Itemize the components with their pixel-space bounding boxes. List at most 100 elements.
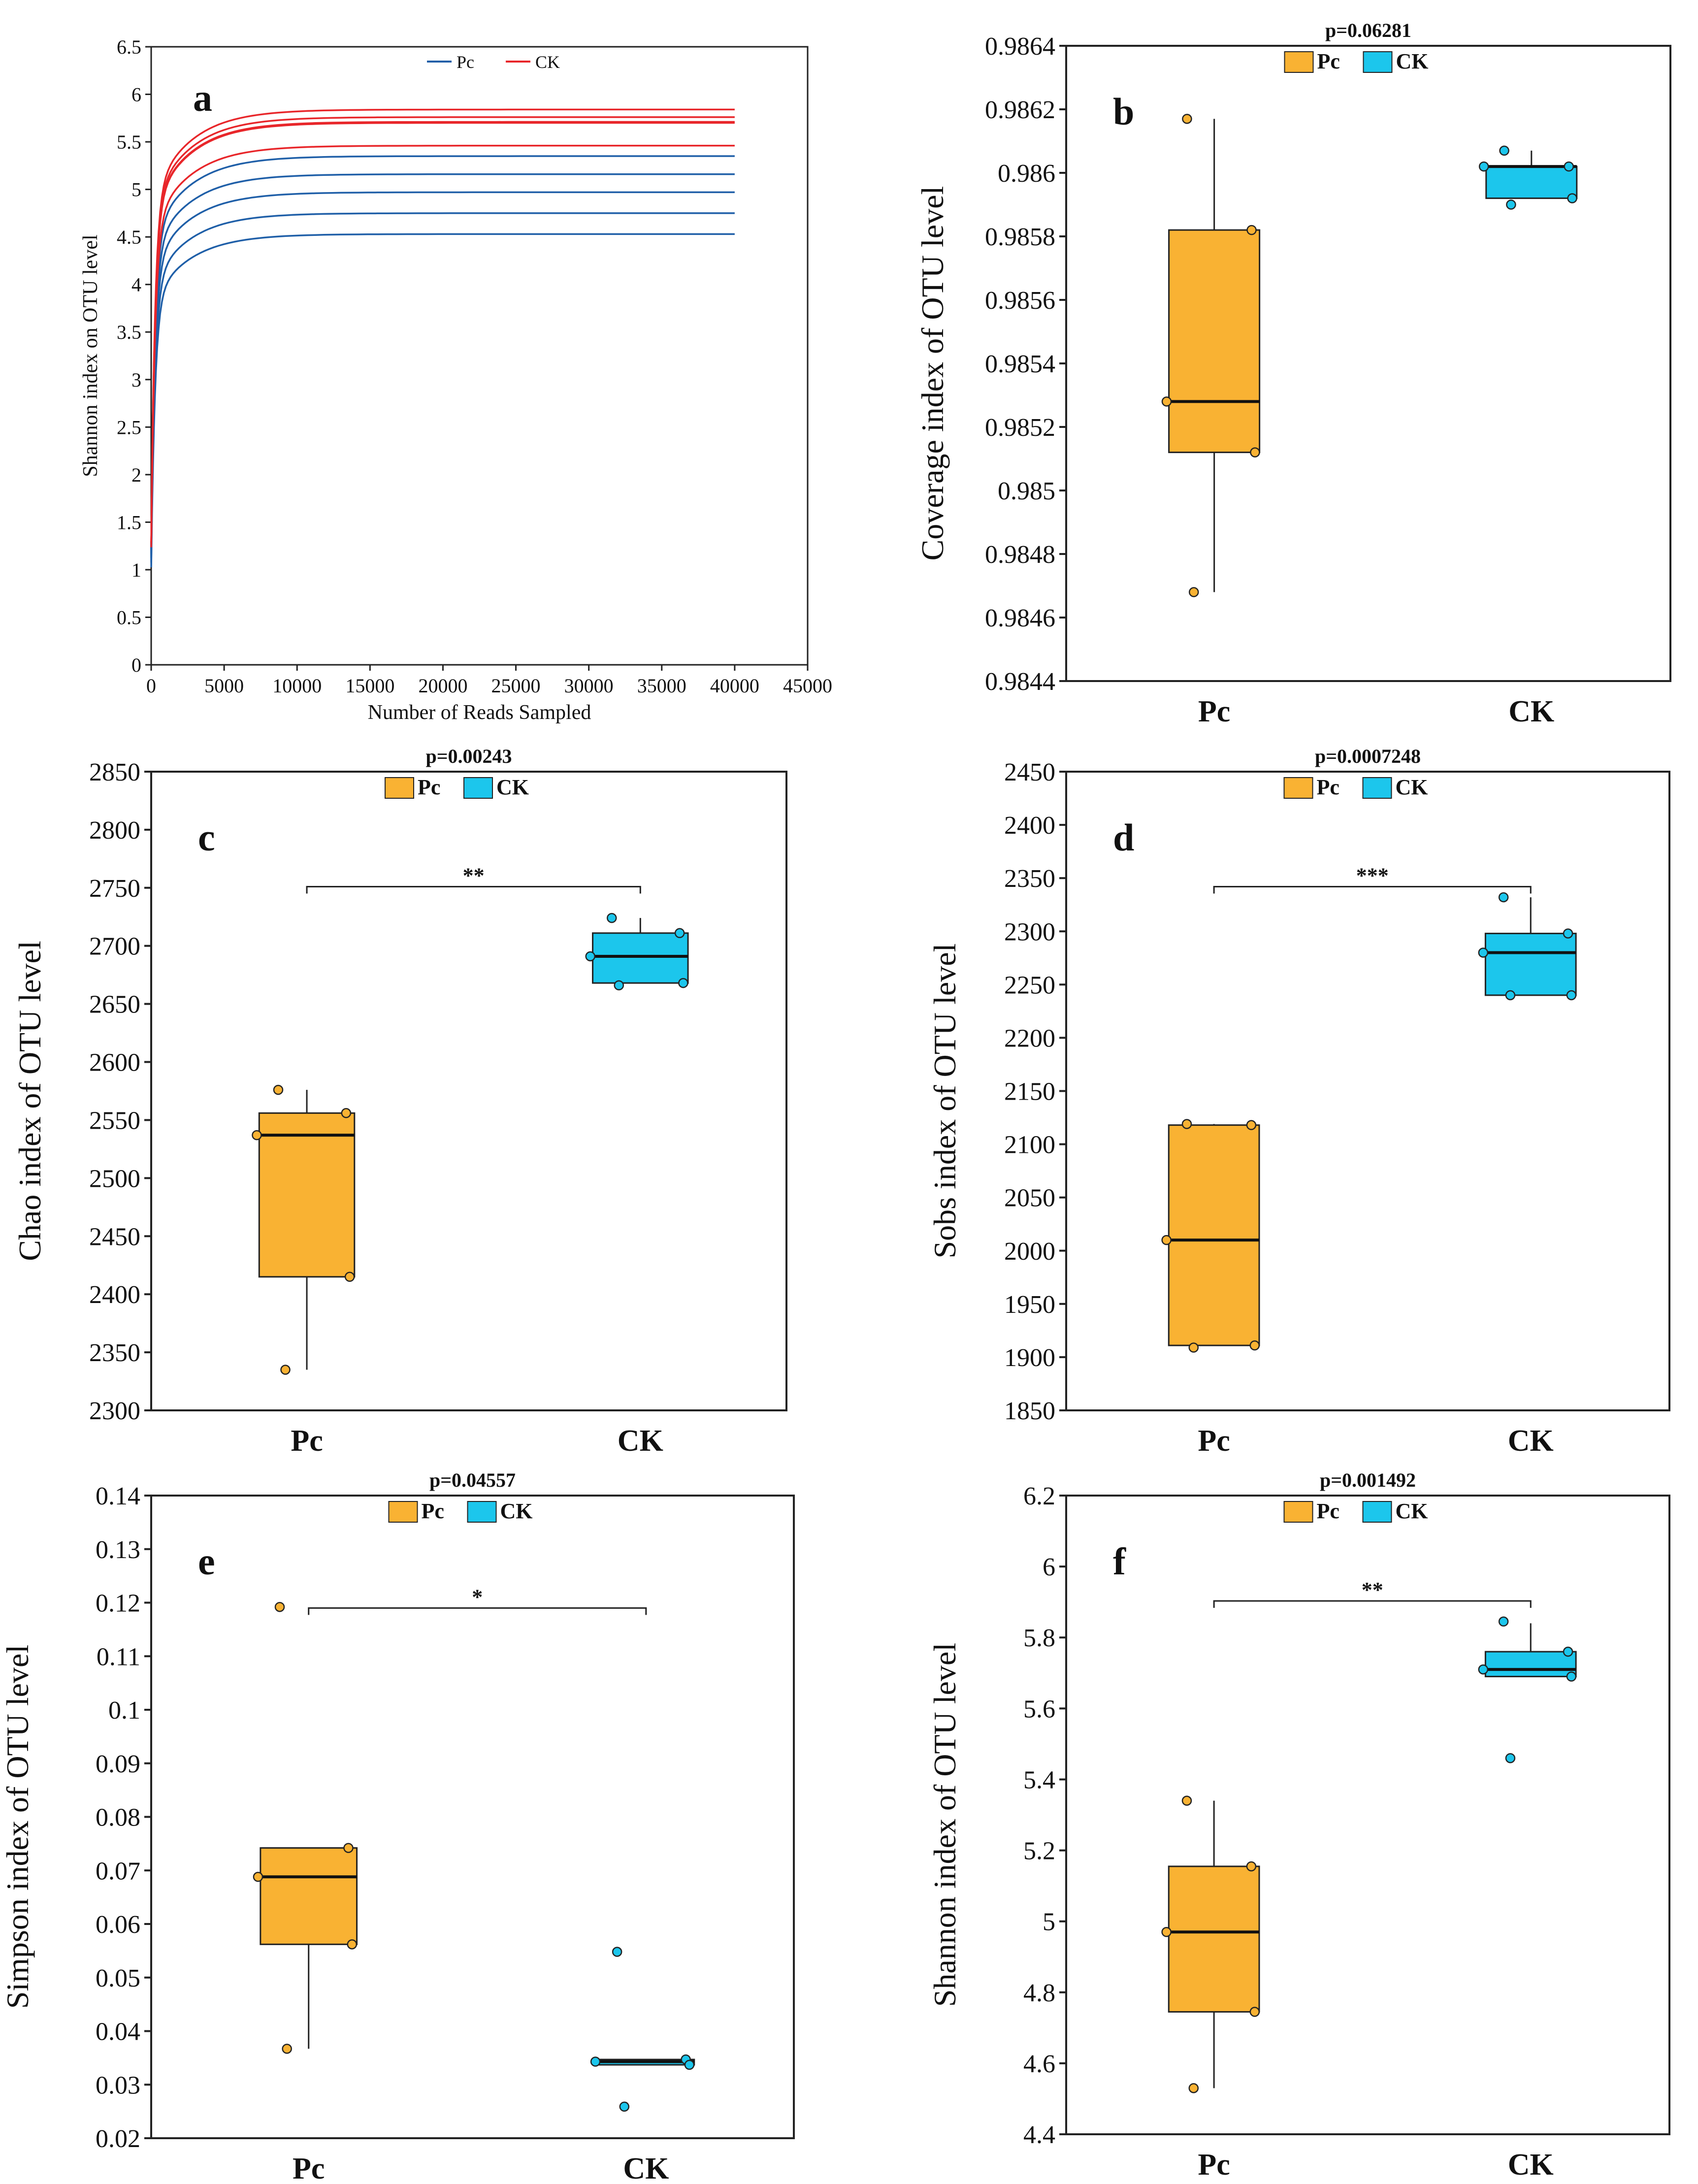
y-tick-label: 0.04 (96, 2018, 140, 2046)
y-tick-label: 5.2 (1023, 1837, 1055, 1865)
panel-a: 0 5000 10000 15000 20000 25000 30000 35000 40000… (79, 36, 832, 724)
x-axis-label: Number of Reads Sampled (368, 701, 591, 724)
data-point-ck (1566, 990, 1577, 1001)
rarefaction-curve-ck (150, 121, 735, 542)
box-pc (1168, 229, 1261, 454)
data-point-pc (1161, 1235, 1172, 1245)
legend-label-ck: CK (500, 1499, 533, 1523)
panel-letter: b (1113, 90, 1134, 133)
y-tick-label: 6 (1043, 1553, 1055, 1581)
x-category-label-ck: CK (1508, 695, 1554, 728)
data-point-ck (678, 978, 688, 988)
p-value-label: p=0.001492 (1320, 1469, 1416, 1491)
data-point-pc (280, 1365, 291, 1375)
legend-swatch-pc (1284, 51, 1314, 73)
data-point-pc (1246, 225, 1257, 235)
data-point-ck (612, 1947, 622, 1957)
y-tick-label: 2150 (1004, 1078, 1055, 1106)
y-tick-label: 2650 (89, 991, 140, 1019)
legend-swatch-pc (385, 777, 414, 799)
data-point-pc (1246, 1861, 1257, 1872)
y-tick-label: 0.13 (96, 1536, 140, 1564)
y-tick-label: 6 (131, 84, 141, 106)
y-tick-label: 4.4 (1023, 2121, 1055, 2149)
y-tick-label: 2350 (89, 1339, 140, 1367)
y-axis-label: Chao index of OTU level (12, 941, 47, 1261)
y-tick-label: 0.5 (117, 606, 141, 628)
y-tick-label: 2000 (1004, 1238, 1055, 1266)
x-tick-label: 0 (146, 675, 156, 697)
legend-label-pc: Pc (457, 52, 474, 72)
data-point-ck (1499, 145, 1509, 156)
x-category-label-pc: Pc (291, 1424, 323, 1458)
data-point-ck (1498, 1616, 1509, 1627)
legend-swatch-ck (463, 777, 493, 799)
data-point-ck (674, 928, 685, 939)
data-point-pc (347, 1939, 358, 1950)
legend-label-pc: Pc (1317, 49, 1340, 73)
data-point-pc (282, 2044, 292, 2054)
y-tick-label: 2500 (89, 1165, 140, 1193)
panel-letter: e (198, 1540, 215, 1583)
y-tick-label: 5 (1043, 1908, 1055, 1936)
rarefaction-curve-ck (150, 108, 735, 542)
panel-b: 0.9844 0.9846 0.9848 0.985 0.9852 0.9854 0.985… (915, 19, 1671, 728)
y-axis-label: Shannon index of OTU level (927, 1643, 962, 2007)
y-tick-label: 5.8 (1023, 1624, 1055, 1652)
y-tick-label: 0.985 (998, 477, 1055, 505)
data-point-ck (1478, 1664, 1489, 1675)
data-point-ck (1478, 947, 1489, 958)
y-tick-label: 5.5 (117, 131, 141, 153)
y-tick-label: 0.09 (96, 1750, 140, 1778)
y-tick-label: 4.6 (1023, 2050, 1055, 2078)
y-tick-label: 0.12 (96, 1590, 140, 1618)
legend-label-pc: Pc (422, 1499, 444, 1523)
x-category-label-ck: CK (618, 1424, 663, 1458)
data-point-ck (590, 2056, 601, 2067)
y-axis-label: Shannon index on OTU level (79, 234, 102, 477)
x-category-label-pc: Pc (1198, 2148, 1230, 2182)
y-tick-label: 2700 (89, 933, 140, 961)
data-point-pc (253, 1872, 263, 1882)
plot-frame (1065, 45, 1671, 682)
data-point-pc (273, 1084, 284, 1095)
y-tick-label: 0.9848 (985, 541, 1055, 569)
data-point-ck (607, 913, 617, 923)
legend-swatch-ck (1363, 51, 1393, 73)
legend-label-ck: CK (1396, 775, 1428, 799)
data-point-pc (1188, 587, 1199, 597)
legend-label-pc: Pc (418, 775, 440, 799)
p-value-label: p=0.06281 (1325, 19, 1411, 41)
data-point-ck (1563, 1646, 1573, 1657)
y-tick-label: 4.8 (1023, 1979, 1055, 2007)
data-point-ck (1505, 1753, 1516, 1763)
y-tick-label: 6.2 (1023, 1482, 1055, 1510)
y-tick-label: 0.08 (96, 1804, 140, 1832)
y-tick-label: 0.9854 (985, 350, 1055, 378)
x-category-label-ck: CK (1508, 2148, 1554, 2182)
y-tick-label: 0 (131, 654, 141, 676)
box-pc (1168, 1865, 1260, 2013)
significance-marker: *** (1356, 863, 1389, 887)
y-tick-label: 0.11 (97, 1643, 140, 1671)
panel-c: 2300 2350 2400 2450 2500 2550 2600 2650 2700 2750… (12, 745, 787, 1458)
data-point-pc (274, 1601, 285, 1612)
data-point-ck (585, 951, 595, 962)
y-tick-label: 6.5 (117, 36, 141, 58)
plot-frame (150, 771, 787, 1411)
x-category-label-ck: CK (623, 2152, 669, 2184)
x-tick-label: 25000 (491, 675, 541, 697)
data-point-pc (1249, 1340, 1260, 1351)
data-point-ck (614, 980, 624, 991)
legend-label-ck: CK (1396, 1499, 1428, 1523)
y-axis-label: Sobs index of OTU level (927, 944, 962, 1259)
p-value-label: p=0.0007248 (1315, 745, 1421, 767)
box-ck (1485, 165, 1578, 199)
data-point-ck (1498, 892, 1509, 903)
y-tick-label: 1950 (1004, 1291, 1055, 1319)
y-tick-label: 1900 (1004, 1344, 1055, 1372)
rarefaction-curve-pc (150, 212, 735, 563)
data-point-pc (1161, 1927, 1172, 1937)
data-point-pc (1188, 2083, 1199, 2093)
